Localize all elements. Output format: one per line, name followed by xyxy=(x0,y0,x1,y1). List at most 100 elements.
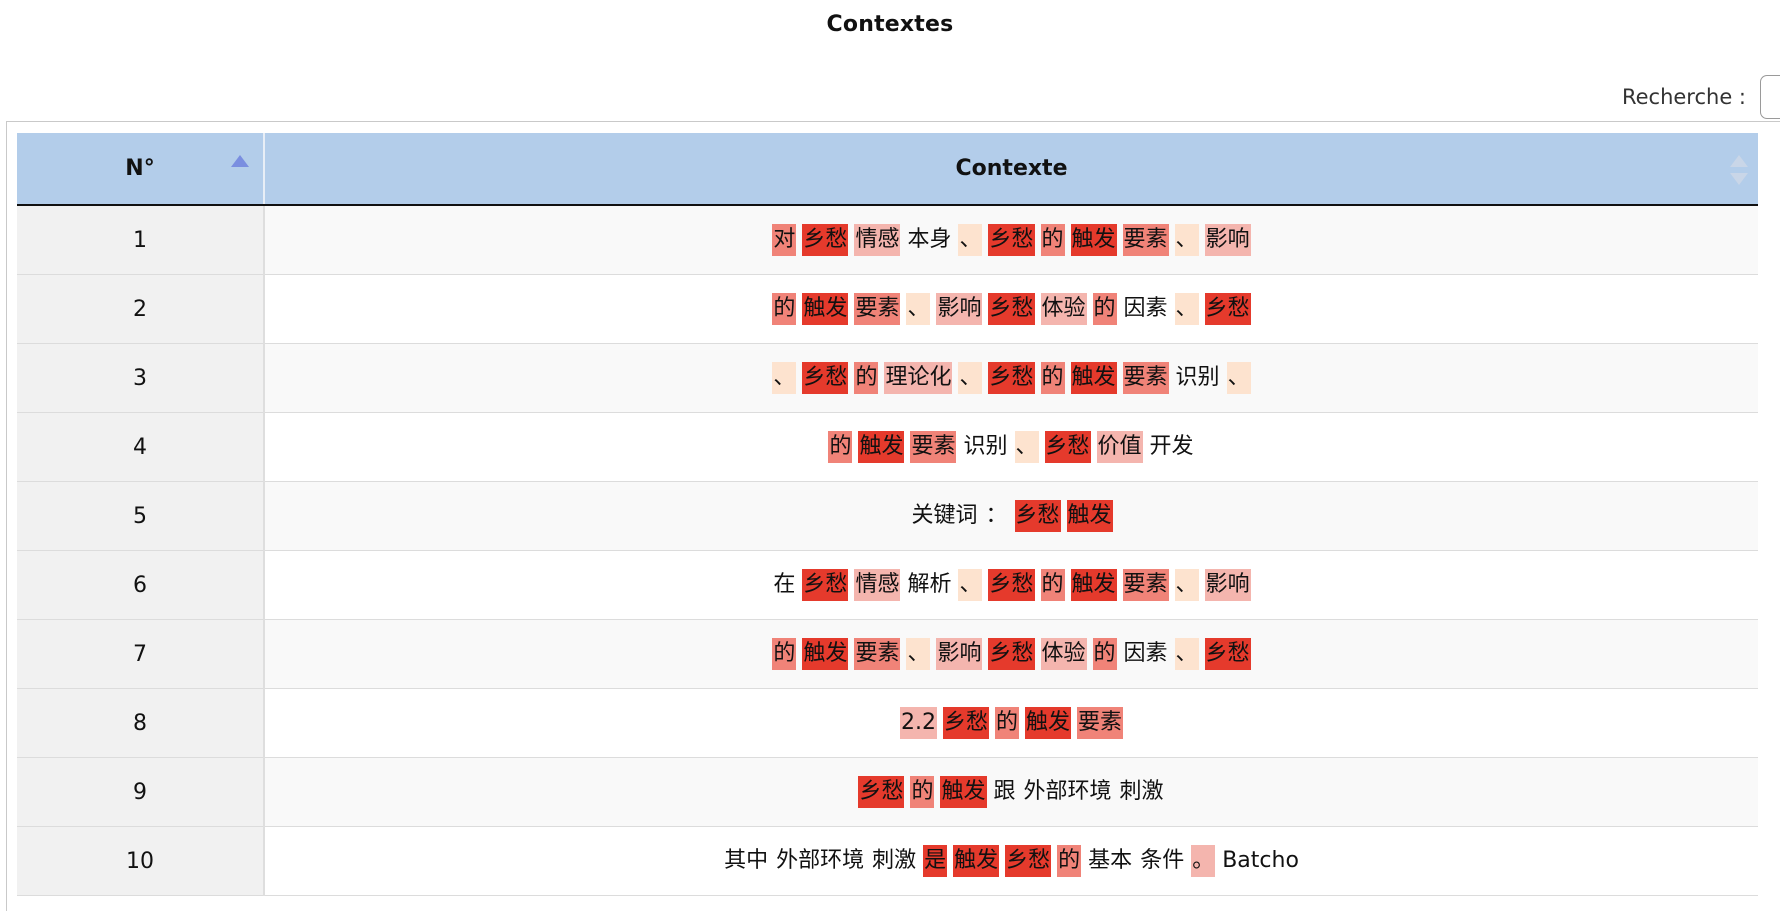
context-token: 影响 xyxy=(1204,224,1251,256)
context-token: 体验 xyxy=(1040,293,1087,325)
table-row: 8 2.2 乡愁的触发 要素 xyxy=(17,688,1758,758)
context-token: 解析 xyxy=(907,572,952,597)
context-token: 基本 xyxy=(1088,848,1133,873)
row-context: 关键词 ：乡愁 触发 xyxy=(264,481,1758,551)
context-token: 要素 xyxy=(854,293,901,325)
sort-both-icon xyxy=(1730,155,1748,185)
context-token: 本身 xyxy=(907,227,952,252)
row-number: 4 xyxy=(17,412,265,482)
context-token: 情感 xyxy=(854,569,901,601)
context-token: 乡愁 xyxy=(1014,500,1061,532)
context-token: 乡愁 xyxy=(988,224,1035,256)
column-header-number-label: N° xyxy=(125,156,155,181)
row-number: 8 xyxy=(17,688,265,758)
context-token: 要素 xyxy=(910,431,957,463)
row-number: 5 xyxy=(17,481,265,551)
row-number: 6 xyxy=(17,550,265,620)
context-token: 、 xyxy=(772,362,797,394)
context-token: 、 xyxy=(906,293,931,325)
context-token: 外部环境 xyxy=(1023,779,1112,804)
row-context: 的触发 要素、影响 乡愁 体验的因素、乡愁 xyxy=(264,274,1758,344)
table-row: 10 其中 外部环境 刺激是触发 乡愁的基本 条件。 Batcho xyxy=(17,826,1758,896)
row-context: 的触发 要素、影响 乡愁 体验的因素、乡愁 xyxy=(264,619,1758,689)
row-number: 7 xyxy=(17,619,265,689)
row-number: 9 xyxy=(17,757,265,827)
context-token: 触发 xyxy=(953,845,1000,877)
context-token: 。 xyxy=(1191,845,1216,877)
context-token: 要素 xyxy=(854,638,901,670)
contexts-table: N° Contexte 1 对乡愁 情感 本身、乡愁的触发 要素、影响 2 的触发 要素、影响… xyxy=(17,133,1758,896)
context-token: 开发 xyxy=(1149,434,1194,459)
context-token: 要素 xyxy=(1122,224,1169,256)
row-number: 10 xyxy=(17,826,265,896)
context-token: 触发 xyxy=(1025,707,1072,739)
context-token: 因素 xyxy=(1123,296,1168,321)
context-token: Batcho xyxy=(1222,848,1299,873)
context-token: 触发 xyxy=(940,776,987,808)
context-token: 的 xyxy=(910,776,935,808)
table-frame xyxy=(6,121,1780,911)
context-token: 乡愁 xyxy=(988,569,1035,601)
context-token: 、 xyxy=(958,569,983,601)
search-input[interactable] xyxy=(1760,75,1780,119)
context-token: 乡愁 xyxy=(942,707,989,739)
context-token: 乡愁 xyxy=(1204,293,1251,325)
context-token: 体验 xyxy=(1040,638,1087,670)
row-context: 对乡愁 情感 本身、乡愁的触发 要素、影响 xyxy=(264,205,1758,275)
context-token: 条件 xyxy=(1140,848,1185,873)
context-token: 触发 xyxy=(1066,500,1113,532)
context-token: 乡愁 xyxy=(802,362,849,394)
context-token: 识别 xyxy=(1175,365,1220,390)
context-token: 的 xyxy=(994,707,1019,739)
context-token: 的 xyxy=(854,362,879,394)
column-header-context-label: Contexte xyxy=(955,156,1068,181)
row-context: 2.2 乡愁的触发 要素 xyxy=(264,688,1758,758)
table-row: 1 对乡愁 情感 本身、乡愁的触发 要素、影响 xyxy=(17,205,1758,275)
table-row: 9 乡愁的触发跟外部环境 刺激 xyxy=(17,757,1758,827)
context-token: 、 xyxy=(1174,224,1199,256)
context-token: 在 xyxy=(773,572,796,597)
context-token: 触发 xyxy=(858,431,905,463)
row-context: 在乡愁 情感 解析、乡愁的触发 要素、影响 xyxy=(264,550,1758,620)
column-header-context[interactable]: Contexte xyxy=(264,133,1758,206)
context-token: 、 xyxy=(1174,569,1199,601)
context-token: 情感 xyxy=(854,224,901,256)
column-header-number[interactable]: N° xyxy=(17,133,265,206)
context-token: 触发 xyxy=(1070,362,1117,394)
table-row: 4 的触发 要素 识别、乡愁 价值 开发 xyxy=(17,412,1758,482)
page-title: Contextes xyxy=(826,12,954,37)
context-token: 对 xyxy=(772,224,797,256)
context-token: 的 xyxy=(1092,293,1117,325)
context-token: 的 xyxy=(828,431,853,463)
row-number: 2 xyxy=(17,274,265,344)
context-token: 的 xyxy=(772,293,797,325)
context-token: 、 xyxy=(958,362,983,394)
context-token: 触发 xyxy=(1070,569,1117,601)
context-token: 跟 xyxy=(993,779,1016,804)
search-label: Recherche : xyxy=(1621,85,1746,109)
table-body: 1 对乡愁 情感 本身、乡愁的触发 要素、影响 2 的触发 要素、影响 乡愁 体验的因素、乡愁 3、… xyxy=(17,205,1758,896)
context-token: 关键词 xyxy=(911,503,978,528)
context-token: 触发 xyxy=(802,293,849,325)
context-token: 影响 xyxy=(936,293,983,325)
context-token: 触发 xyxy=(802,638,849,670)
table-row: 7 的触发 要素、影响 乡愁 体验的因素、乡愁 xyxy=(17,619,1758,689)
context-token: 要素 xyxy=(1077,707,1124,739)
row-context: 的触发 要素 识别、乡愁 价值 开发 xyxy=(264,412,1758,482)
context-token: 的 xyxy=(772,638,797,670)
context-token: 、 xyxy=(1174,293,1199,325)
context-token: 的 xyxy=(1040,362,1065,394)
context-token: 理论化 xyxy=(884,362,953,394)
context-token: 乡愁 xyxy=(802,224,849,256)
context-token: 、 xyxy=(906,638,931,670)
row-context: 、乡愁的理论化、乡愁的触发 要素 识别、 xyxy=(264,343,1758,413)
context-token: 因素 xyxy=(1123,641,1168,666)
context-token: 乡愁 xyxy=(802,569,849,601)
context-token: 乡愁 xyxy=(1044,431,1091,463)
table-row: 5 关键词 ：乡愁 触发 xyxy=(17,481,1758,551)
context-token: 外部环境 xyxy=(776,848,865,873)
search-bar: Recherche : xyxy=(1622,72,1780,122)
table-header-row: N° Contexte xyxy=(17,133,1758,206)
context-token: 的 xyxy=(1040,224,1065,256)
context-token: 、 xyxy=(1226,362,1251,394)
